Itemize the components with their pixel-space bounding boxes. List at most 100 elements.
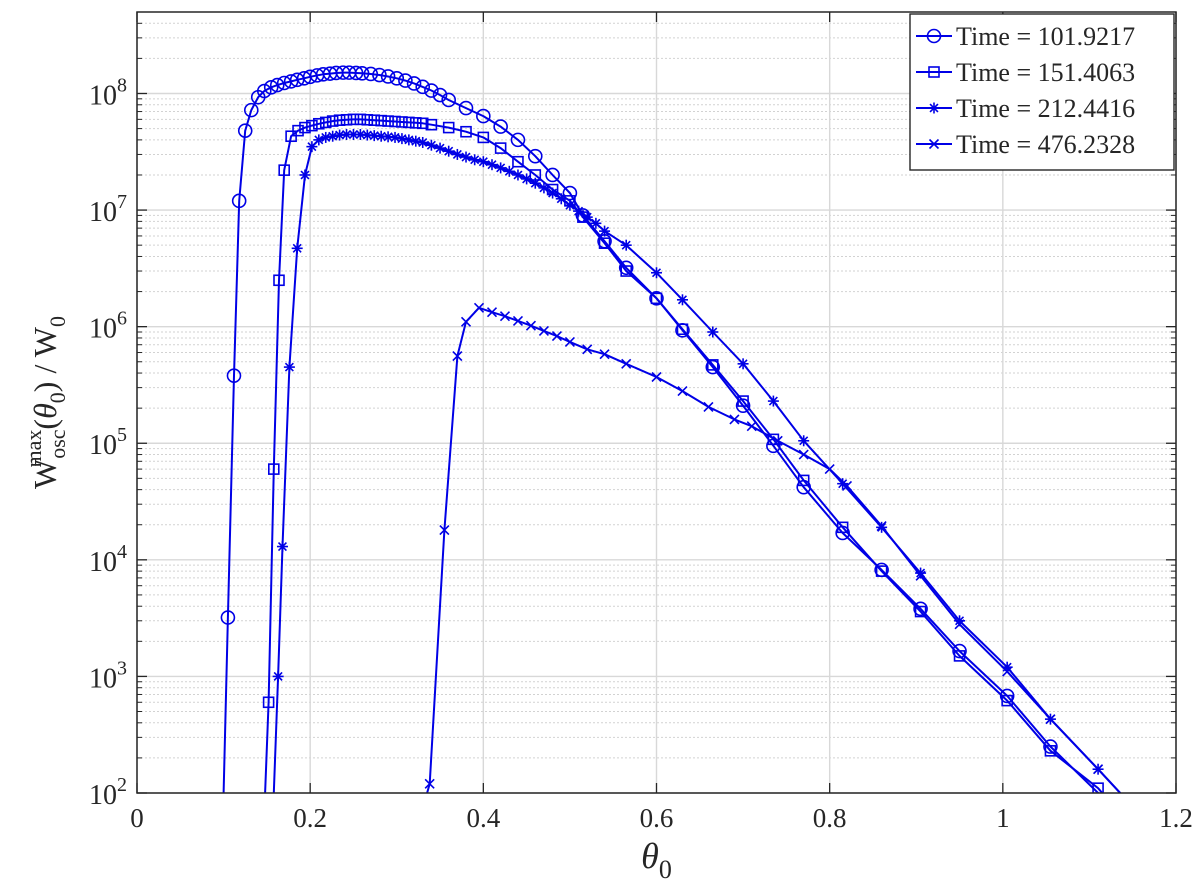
data-point [510,132,526,148]
x-tick-label: 0.4 [466,803,500,833]
data-point [268,463,280,475]
legend-marker [928,102,940,114]
data-point [368,114,381,127]
data-point [590,217,602,229]
data-point [737,358,749,370]
series-2 [262,113,1104,793]
data-point [434,142,446,154]
data-point [375,114,387,127]
data-point [283,361,295,373]
y-tick-label: 104 [89,541,127,578]
data-point [341,128,353,140]
data-point [521,173,533,185]
data-point [406,76,422,91]
data-point [389,115,401,128]
y-tick-label: 107 [89,191,127,228]
data-point [361,113,374,126]
data-point [798,435,810,447]
legend-entry: Time = 101.9217 [916,22,1135,51]
data-point [1092,782,1104,793]
data-point [562,185,578,201]
series-line [264,118,1104,793]
data-point [703,401,714,412]
data-point [441,92,457,108]
legend-label: Time = 101.9217 [956,22,1135,51]
data-point [913,601,928,617]
data-point [999,688,1015,704]
data-point [278,164,290,176]
data-point [389,70,405,86]
ticks: 0 0.2 0.4 0.6 0.8 1 1.2 102 103 104 105 106 107 108 [89,12,1193,833]
data-point [417,136,429,148]
data-point [262,696,275,709]
data-point [954,619,965,630]
legend-label: Time = 212.4416 [956,94,1135,123]
y-tick-label: 106 [89,308,127,345]
data-point [545,167,560,183]
data-point [676,323,689,336]
data-point [424,83,439,98]
legend-marker [926,28,942,44]
data-point [291,242,303,254]
data-point [495,162,507,174]
data-point [494,142,507,154]
data-point [276,541,288,553]
data-point [1001,694,1013,707]
data-point [538,182,550,194]
x-tick-label: 0.8 [813,803,847,833]
data-point [416,117,429,130]
data-point [551,331,562,342]
data-point [581,211,593,223]
data-point [476,108,491,124]
data-point [306,119,318,132]
data-point [555,193,567,205]
y-tick-label: 105 [89,424,127,461]
data-point [451,148,463,160]
data-point [525,320,537,331]
data-point [398,73,413,88]
data-point [273,274,285,287]
data-point [237,123,253,138]
data-point [333,114,346,127]
x-tick-label: 0 [130,803,144,833]
data-point [409,117,422,129]
data-point [354,65,370,81]
data-point [269,77,285,93]
data-point [231,193,247,209]
data-point [424,778,435,789]
data-point [354,113,367,126]
x-axis-label: θ0 [641,836,672,884]
data-point [737,395,749,407]
data-point [599,349,610,360]
y-axis-label: Woscmax(θ0) / W0 [21,316,70,489]
data-point [915,570,926,581]
data-point [220,610,236,625]
data-point [460,151,472,163]
data-point [538,325,550,336]
data-point [306,141,318,153]
data-point [460,125,472,138]
data-point [599,225,611,237]
data-point [347,128,359,140]
data-point [226,368,242,383]
data-point [824,464,835,475]
data-point [432,87,448,103]
data-point [443,145,455,157]
data-point [798,449,809,460]
data-point [372,67,387,83]
data-point [403,134,415,146]
data-point [952,643,967,659]
data-point [452,350,463,362]
legend: Time = 101.9217 Time = 151.4063 Time = 212… [909,13,1175,171]
data-point [319,116,332,129]
data-point [598,237,611,249]
data-point [618,260,634,276]
data-point [460,316,472,327]
data-point [573,205,585,217]
data-point [410,135,422,147]
data-point [469,154,481,166]
data-point [477,156,489,168]
data-point [442,121,455,134]
grid [136,12,1177,794]
data-point [486,307,498,318]
